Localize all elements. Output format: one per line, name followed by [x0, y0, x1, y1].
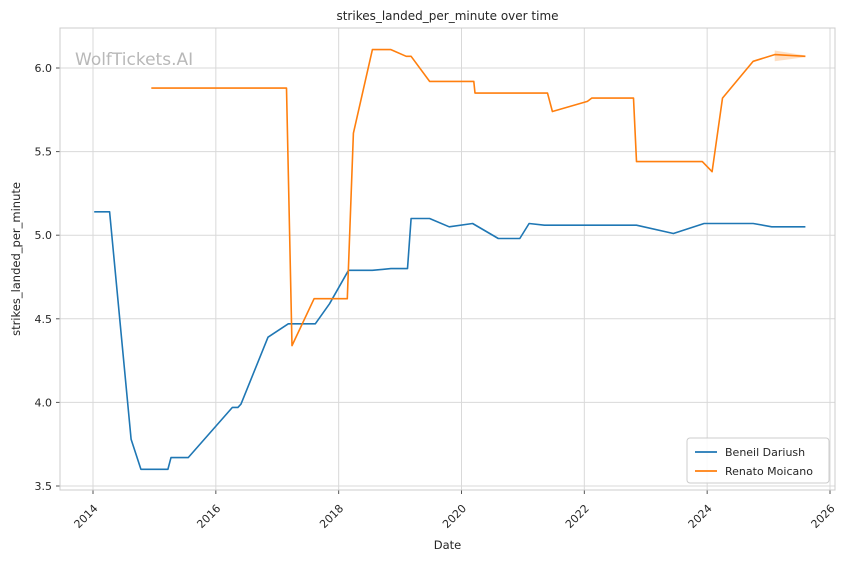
x-tick-label: 2014 — [72, 502, 101, 531]
plot-frame — [59, 27, 836, 491]
y-axis-label: strikes_landed_per_minute — [9, 182, 23, 336]
x-axis-label: Date — [434, 538, 462, 552]
series-lines — [94, 48, 806, 471]
confidence-band — [774, 50, 806, 62]
y-tick-label: 5.0 — [35, 229, 53, 242]
y-axis-ticks: 3.5 4.0 4.5 5.0 5.5 6.0 — [35, 62, 60, 493]
x-tick-label: 2024 — [686, 502, 715, 531]
chart-title: strikes_landed_per_minute over time — [336, 9, 558, 23]
legend-box — [686, 437, 830, 484]
grid — [60, 28, 835, 490]
series-line-beneil-dariush — [94, 211, 806, 471]
legend-label-renato-moicano: Renato Moicano — [725, 465, 813, 478]
series-line-renato-moicano — [151, 48, 806, 347]
legend-label-beneil-dariush: Beneil Dariush — [725, 446, 805, 459]
x-tick-label: 2016 — [194, 502, 223, 531]
legend: Beneil Dariush Renato Moicano — [686, 437, 830, 484]
x-axis-ticks: 2014 2016 2018 2020 2022 2024 2026 — [72, 490, 838, 531]
y-tick-label: 6.0 — [35, 62, 53, 75]
y-tick-label: 4.5 — [35, 313, 53, 326]
y-tick-label: 3.5 — [35, 480, 53, 493]
y-tick-label: 5.5 — [35, 146, 53, 159]
watermark: WolfTickets.AI — [75, 50, 193, 70]
y-tick-label: 4.0 — [35, 396, 53, 409]
x-tick-label: 2018 — [317, 502, 346, 531]
x-tick-label: 2020 — [440, 502, 469, 531]
x-tick-label: 2022 — [563, 502, 592, 531]
x-tick-label: 2026 — [809, 502, 838, 531]
